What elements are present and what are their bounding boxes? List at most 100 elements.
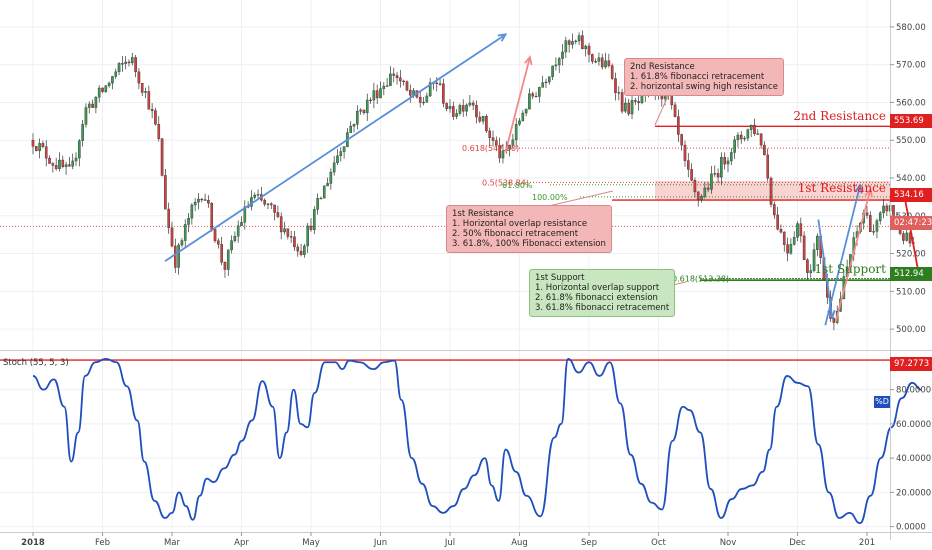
candle-body <box>372 90 376 101</box>
candle-body <box>213 229 217 242</box>
candle-body <box>547 76 551 83</box>
candle-body <box>87 103 91 108</box>
candle-body <box>782 231 786 245</box>
candle-body <box>303 245 306 255</box>
stoch-y-tick-label: 0.0000 <box>896 523 926 533</box>
candle-body <box>418 96 422 103</box>
candle-body <box>720 157 723 178</box>
candle-body <box>31 140 35 147</box>
candle-body <box>799 223 803 237</box>
candle-body <box>773 204 776 216</box>
candle-body <box>796 223 799 238</box>
candle-body <box>180 240 184 246</box>
price-levels <box>0 125 890 282</box>
candle-body <box>610 65 614 79</box>
candle-body <box>574 40 578 42</box>
candle-body <box>44 146 48 159</box>
candle-body <box>673 104 677 117</box>
y-tick-label: 520.00 <box>896 250 926 260</box>
candle-body <box>48 157 51 164</box>
tag-current-price: 02:47:23 <box>890 216 932 230</box>
candle-body <box>170 227 174 247</box>
candle-body <box>263 199 266 205</box>
candle-body <box>723 157 726 165</box>
candle-body <box>680 134 683 146</box>
trend-arrow-head <box>864 187 873 198</box>
y-tick-label: 570.00 <box>896 61 926 71</box>
candle-body <box>64 164 68 167</box>
candle-body <box>58 159 61 169</box>
candle-body <box>478 116 482 122</box>
candle-body <box>524 108 528 114</box>
x-tick-label: Oct <box>651 538 666 548</box>
candle-body <box>160 138 164 176</box>
candle-body <box>759 133 763 146</box>
candle-body <box>137 71 141 84</box>
trend-arrow <box>164 33 507 262</box>
candle-body <box>352 124 356 127</box>
candle-body <box>336 155 339 163</box>
candle-body <box>174 245 177 268</box>
y-tick-label: 580.00 <box>896 23 926 33</box>
candle-body <box>554 64 558 67</box>
candle-body <box>104 85 108 92</box>
candle-body <box>878 212 882 221</box>
candle-body <box>240 222 243 226</box>
candle-body <box>253 194 257 198</box>
candle-body <box>518 120 521 125</box>
candle-body <box>908 232 912 244</box>
candle-body <box>594 61 597 63</box>
candle-body <box>339 151 343 157</box>
trend-arrow <box>817 219 834 318</box>
candle-body <box>78 140 81 159</box>
candle-body <box>279 216 283 233</box>
candle-body <box>713 173 717 175</box>
candle-body <box>700 196 703 201</box>
candle-body <box>81 124 84 141</box>
candle-body <box>375 90 379 99</box>
x-tick-label: Jun <box>373 538 387 548</box>
candle-body <box>703 187 707 197</box>
candle-body <box>236 225 240 237</box>
tag-1st-resistance: 534.16 <box>890 188 932 202</box>
candle-body <box>670 94 674 106</box>
y-tick-label: 550.00 <box>896 136 926 146</box>
candle-body <box>577 35 581 42</box>
candle-body <box>167 208 170 229</box>
stoch-series <box>0 357 922 525</box>
candle-body <box>749 124 753 130</box>
trend-arrow-head <box>854 183 863 194</box>
x-tick-label: Sep <box>581 538 597 548</box>
candle-body <box>591 54 594 62</box>
resistance-zone <box>655 181 890 201</box>
fib-label: 0.618(547.90) <box>462 144 519 153</box>
candle-body <box>485 116 488 132</box>
candle-body <box>809 270 813 273</box>
candle-body <box>193 201 197 206</box>
fib-label: 0.5(538.84) <box>482 178 529 187</box>
x-tick-label: May <box>302 538 320 548</box>
candle-body <box>716 173 720 178</box>
candle-body <box>408 89 412 96</box>
candle-body <box>832 318 836 323</box>
candle-body <box>544 81 548 84</box>
candle-body <box>187 217 190 225</box>
candle-body <box>117 63 121 73</box>
annotation-1st-resistance: 1st Resistance 1. Horizontal overlap res… <box>446 205 612 253</box>
annotation-2nd-resistance: 2nd Resistance 1. 61.8% fibonacci retrac… <box>624 58 784 96</box>
candle-body <box>51 163 55 166</box>
candle-body <box>627 102 631 115</box>
candle-body <box>299 250 303 255</box>
candle-body <box>677 116 680 135</box>
candle-body <box>501 150 505 159</box>
candle-body <box>693 180 697 193</box>
candle-body <box>157 124 161 139</box>
candle-body <box>91 103 94 108</box>
candle-body <box>395 75 399 79</box>
candle-body <box>223 262 227 270</box>
candle-body <box>313 209 316 230</box>
candle-body <box>534 95 538 98</box>
candle-body <box>35 146 38 152</box>
x-tick-label: Jul <box>444 538 455 548</box>
